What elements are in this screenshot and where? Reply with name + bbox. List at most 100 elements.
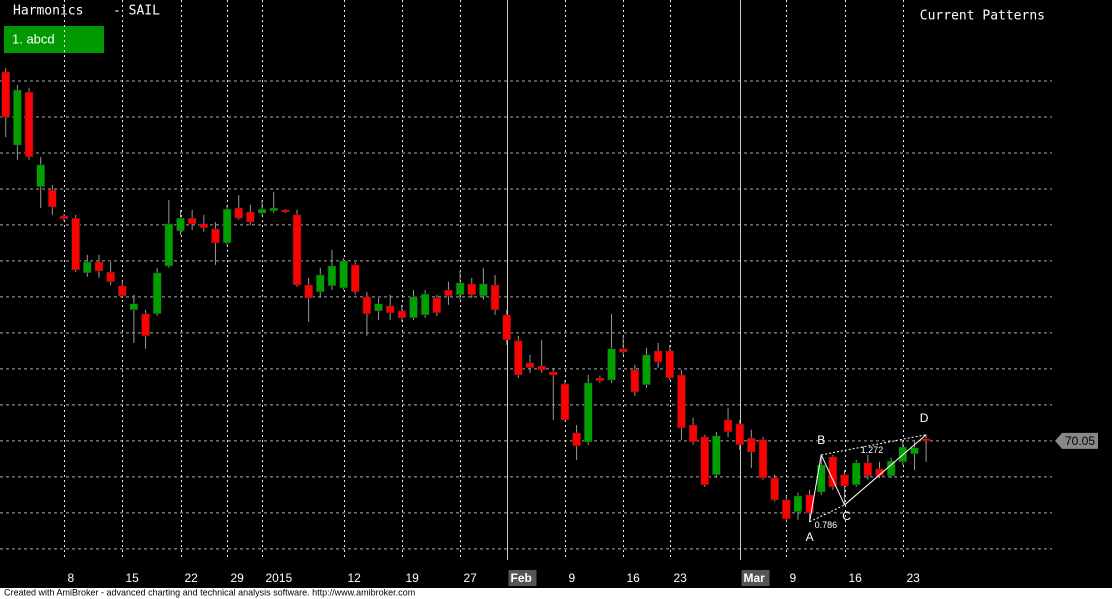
x-tick-label: 2015 xyxy=(266,571,293,585)
candle-body xyxy=(409,296,418,319)
candle-body xyxy=(48,189,57,208)
x-tick-label: 16 xyxy=(627,571,641,585)
candle-body xyxy=(595,377,605,382)
pattern-legend: 1. abcd xyxy=(12,31,55,46)
candle-body xyxy=(13,89,22,146)
candle-body xyxy=(292,214,302,286)
candle-body xyxy=(106,271,115,283)
candle-body xyxy=(59,215,69,220)
candle-body xyxy=(863,462,873,477)
candle-body xyxy=(152,272,162,315)
candle-body xyxy=(735,423,744,446)
pattern-point-label: B xyxy=(817,433,825,447)
candle-body xyxy=(665,350,675,379)
price-tag xyxy=(1055,432,1098,449)
pattern-leg xyxy=(844,434,927,506)
candle-body xyxy=(234,207,243,219)
pattern-leg xyxy=(820,454,846,506)
candle-body xyxy=(618,348,628,353)
candle-body xyxy=(339,260,348,289)
candle-body xyxy=(677,374,686,429)
candle-body xyxy=(36,164,45,188)
candle-body xyxy=(467,283,476,296)
candle-body xyxy=(723,419,733,433)
candle-body xyxy=(316,274,325,293)
pattern-point-label: C xyxy=(842,509,851,523)
candle-body xyxy=(246,211,255,223)
candle-body xyxy=(94,261,104,272)
candle-body xyxy=(910,447,919,455)
x-tick-label: 23 xyxy=(674,571,688,585)
pattern-ratio-line xyxy=(821,434,927,456)
candle-body xyxy=(141,313,150,337)
footer-strip xyxy=(0,588,1112,599)
candle-body xyxy=(385,305,395,314)
panel-title: Current Patterns xyxy=(920,9,1045,24)
candle-body xyxy=(851,462,861,486)
x-tick-label: 27 xyxy=(464,571,478,585)
candle-body xyxy=(444,289,453,297)
month-label-box xyxy=(741,570,770,586)
candle-body xyxy=(921,438,931,442)
pattern-ratio-line xyxy=(809,504,845,523)
x-tick-label: 16 xyxy=(849,571,863,585)
candle-body xyxy=(374,303,383,312)
x-tick-label: 8 xyxy=(68,571,75,585)
candle-body xyxy=(805,494,814,514)
candle-body xyxy=(560,383,570,421)
candle-body xyxy=(351,264,360,293)
candle-body xyxy=(24,91,34,158)
x-tick-label: 29 xyxy=(231,571,245,585)
candle-body xyxy=(187,217,197,225)
chart-title: Harmonics xyxy=(13,4,83,19)
candle-body xyxy=(758,439,768,479)
candle-body xyxy=(257,208,267,214)
candle-body xyxy=(770,477,779,501)
chart-subtitle: - SAIL xyxy=(113,4,160,19)
candle-body xyxy=(397,310,407,319)
x-tick-label: 9 xyxy=(569,571,576,585)
candle-body xyxy=(327,265,337,287)
x-tick-label: 15 xyxy=(126,571,140,585)
candle-body xyxy=(432,297,442,314)
candle-body xyxy=(269,207,278,212)
candle-body xyxy=(653,350,663,363)
candle-body xyxy=(828,456,838,488)
footer: Created with AmiBroker - advanced charti… xyxy=(4,587,415,597)
candle-body xyxy=(572,432,581,447)
candle-body xyxy=(199,223,209,229)
candle-body xyxy=(793,495,803,513)
candle-body xyxy=(747,437,756,453)
x-tick-label: 22 xyxy=(185,571,199,585)
candle-body xyxy=(455,282,465,296)
price-tag-label: 70.05 xyxy=(1065,434,1095,448)
candle-body xyxy=(584,382,593,443)
candle-body xyxy=(712,435,721,475)
pattern-legend-box xyxy=(4,26,104,53)
pattern-point-label: D xyxy=(920,411,929,425)
candle-body xyxy=(688,424,698,443)
candle-body xyxy=(525,362,535,369)
pattern-leg xyxy=(809,454,822,522)
candle-body xyxy=(420,293,430,316)
candle-body xyxy=(886,460,896,477)
candle-body xyxy=(362,296,372,315)
candle-body xyxy=(281,209,290,213)
month-label-box xyxy=(508,570,537,586)
candle-body xyxy=(537,365,546,371)
candle-body xyxy=(875,468,884,477)
candle-body xyxy=(71,217,80,271)
x-tick-label: 12 xyxy=(348,571,362,585)
x-tick-label: Mar xyxy=(744,571,766,585)
candle-body xyxy=(164,223,174,267)
candle-body xyxy=(1,71,10,118)
candle-body xyxy=(782,499,791,520)
candle-body xyxy=(502,314,511,340)
x-tick-label: Feb xyxy=(511,571,532,585)
candle-body xyxy=(630,369,640,393)
pattern-ratio: 1.272 xyxy=(861,445,884,455)
candle-body xyxy=(490,284,500,311)
candle-body xyxy=(479,283,488,297)
